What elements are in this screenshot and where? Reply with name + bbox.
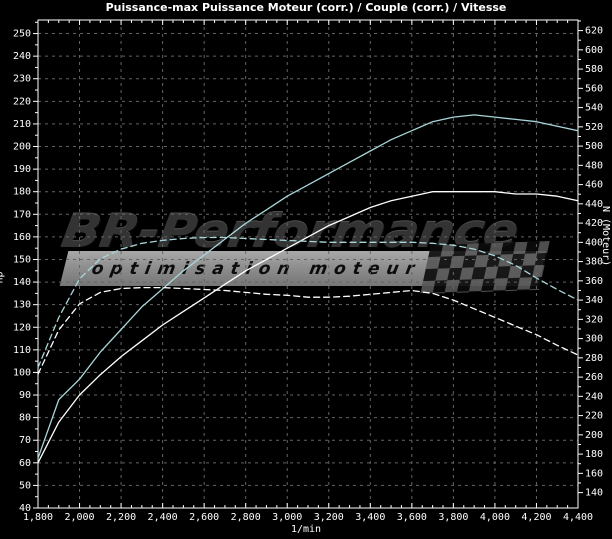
left-axis-tick-label: 240	[13, 51, 31, 62]
x-axis-tick-label: 1,800	[23, 512, 53, 523]
left-axis-tick-label: 210	[13, 119, 31, 130]
left-axis-tick-label: 170	[13, 209, 31, 220]
left-axis-tick-label: 80	[19, 413, 31, 424]
right-axis-tick-label: 400	[585, 237, 603, 248]
left-axis-tick-label: 130	[13, 300, 31, 311]
left-axis-tick-label: 120	[13, 322, 31, 333]
left-axis-tick-label: 50	[19, 480, 31, 491]
right-axis-tick-label: 440	[585, 199, 603, 210]
right-axis-tick-label: 340	[585, 295, 603, 306]
curve-couple-corrige-nm	[37, 236, 579, 369]
right-axis-tick-label: 600	[585, 45, 603, 56]
left-axis-tick-label: 160	[13, 232, 31, 243]
curve-couple-origine-nm	[37, 286, 579, 375]
right-axis-tick-label: 140	[585, 488, 603, 499]
left-axis-tick-label: 200	[13, 142, 31, 153]
x-axis-tick-label: 4,200	[521, 512, 551, 523]
right-axis-tick-label: 580	[585, 64, 603, 75]
right-axis-tick-label: 560	[585, 83, 603, 94]
left-axis-tick-label: 110	[13, 345, 31, 356]
x-axis-tick-label: 2,000	[64, 512, 94, 523]
x-axis-tick-label: 2,600	[189, 512, 219, 523]
left-axis-tick-label: 40	[19, 503, 31, 514]
left-axis-tick-label: 220	[13, 96, 31, 107]
x-axis-tick-label: 2,800	[231, 512, 261, 523]
x-axis-label: 1/min	[290, 524, 322, 535]
x-axis-tick-label: 4,400	[563, 512, 593, 523]
chart-title: Puissance-max Puissance Moteur (corr.) /…	[105, 1, 507, 14]
right-axis-tick-label: 280	[585, 353, 603, 364]
y-axis-right-label: N (Moteur)	[600, 206, 611, 267]
left-axis-tick-label: 230	[13, 74, 31, 85]
right-axis-tick-label: 200	[585, 430, 603, 441]
y-axis-left-label: hp	[0, 271, 6, 284]
left-axis-tick-label: 250	[13, 29, 31, 40]
right-axis-tick-label: 320	[585, 314, 603, 325]
x-axis-tick-label: 4,000	[480, 512, 510, 523]
left-axis-tick-label: 100	[13, 367, 31, 378]
right-axis-tick-label: 220	[585, 411, 603, 422]
x-axis-tick-label: 3,200	[314, 512, 344, 523]
left-axis-tick-label: 180	[13, 187, 31, 198]
right-axis-tick-label: 180	[585, 449, 603, 460]
right-axis-tick-label: 260	[585, 372, 603, 383]
right-axis-tick-label: 480	[585, 160, 603, 171]
x-axis-tick-label: 3,400	[355, 512, 385, 523]
left-axis-tick-label: 140	[13, 277, 31, 288]
x-axis-tick-label: 3,600	[397, 512, 427, 523]
right-axis-tick-label: 160	[585, 468, 603, 479]
left-axis-tick-label: 150	[13, 254, 31, 265]
plot-frame	[37, 19, 579, 509]
right-axis-tick-label: 360	[585, 276, 603, 287]
left-axis-tick-label: 60	[19, 458, 31, 469]
right-axis-tick-label: 460	[585, 180, 603, 191]
right-axis-tick-label: 500	[585, 141, 603, 152]
right-axis-tick-label: 300	[585, 334, 603, 345]
x-axis-tick-label: 2,400	[148, 512, 178, 523]
right-axis-tick-label: 420	[585, 218, 603, 229]
left-axis-tick-label: 190	[13, 164, 31, 175]
left-axis-tick-label: 90	[19, 390, 31, 401]
x-axis-tick-label: 3,800	[438, 512, 468, 523]
right-axis-tick-label: 620	[585, 26, 603, 37]
x-axis-tick-label: 2,200	[106, 512, 136, 523]
right-axis-tick-label: 540	[585, 103, 603, 114]
x-axis-tick-label: 3,000	[272, 512, 302, 523]
right-axis-tick-label: 240	[585, 391, 603, 402]
curve-puissance-corrigee-hp	[37, 114, 579, 459]
right-axis-tick-label: 520	[585, 122, 603, 133]
curve-puissance-origine-hp	[37, 191, 579, 464]
right-axis-tick-label: 380	[585, 257, 603, 268]
left-axis-tick-label: 70	[19, 435, 31, 446]
